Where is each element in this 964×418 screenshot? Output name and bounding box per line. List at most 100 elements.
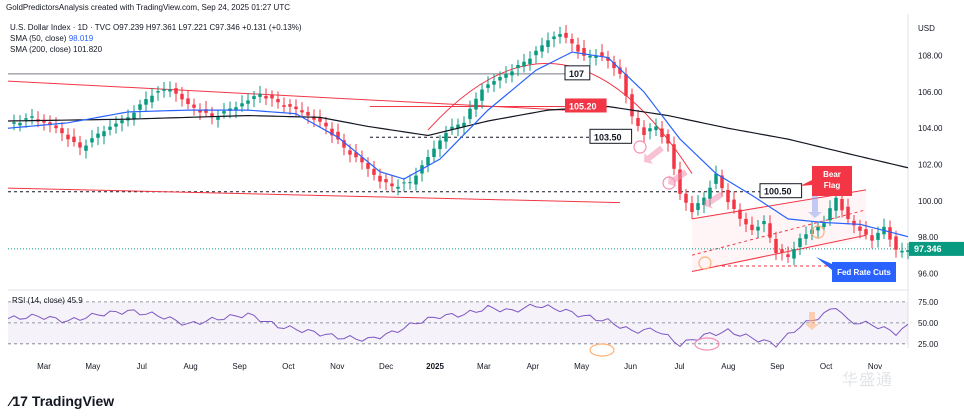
candle-body — [162, 89, 166, 91]
candle-body — [822, 223, 826, 228]
candle-body — [726, 189, 730, 203]
candle-body — [246, 100, 250, 104]
candle-body — [258, 93, 262, 97]
candle-body — [372, 168, 376, 175]
candle-body — [72, 136, 76, 143]
candle-body — [690, 203, 694, 213]
level-labels: 107 105.20 103.50 100.50 Bear Flag Fed Rate Cu… — [564, 65, 964, 330]
candle-body — [852, 220, 856, 226]
chart-grid — [8, 14, 909, 348]
candle-body — [864, 229, 868, 235]
candle-body — [264, 95, 268, 99]
candle-body — [336, 131, 340, 140]
level-107-label-box — [564, 65, 591, 81]
candle-body — [762, 221, 766, 225]
candle-body — [720, 175, 724, 189]
candle-body — [816, 226, 820, 231]
candle-body — [456, 124, 460, 129]
candle-body — [804, 234, 808, 239]
candle-body — [798, 238, 802, 248]
candle-body — [180, 93, 184, 100]
support-trendline — [7, 187, 621, 204]
candle-body — [624, 74, 628, 96]
candle-body — [306, 111, 310, 116]
candle-body — [750, 224, 754, 231]
candle-body — [318, 117, 322, 122]
time-tick-label: Aug — [184, 362, 198, 371]
candle-body — [678, 169, 682, 194]
candle-body — [744, 218, 748, 225]
candle-body — [48, 122, 52, 126]
level-107-label: 107 — [569, 69, 584, 79]
tradingview-logo-icon: ⁄17 — [10, 393, 28, 409]
candle-body — [480, 89, 484, 101]
candle-body — [702, 197, 706, 206]
candle-body — [234, 107, 238, 111]
candle-body — [366, 162, 370, 169]
last-price-tag-box — [909, 241, 964, 256]
candle-body — [408, 182, 412, 184]
rsi-tick-label: 25.00 — [918, 340, 939, 349]
highlight-circle-0 — [633, 140, 647, 154]
candle-body — [504, 74, 508, 78]
rsi-tick-label: 50.00 — [918, 319, 939, 328]
candle-body — [270, 94, 274, 99]
time-tick-label: 2025 — [426, 362, 444, 371]
price-tick-label: 96.00 — [918, 269, 939, 278]
candle-body — [360, 157, 364, 163]
candle-body — [468, 108, 472, 120]
candle-body — [450, 126, 454, 130]
sma200-line — [7, 105, 909, 169]
level-105-label-box — [565, 98, 607, 113]
sma200-legend[interactable]: SMA (200, close) 101.820 — [10, 45, 103, 54]
candle-body — [186, 98, 190, 105]
candle-body — [732, 199, 736, 209]
candle-body — [780, 249, 784, 253]
bear-flag-callout-line1: Bear — [823, 170, 841, 179]
price-tick-label: 98.00 — [918, 233, 939, 242]
fed-callout-box — [816, 257, 896, 282]
rsi-highlight-1 — [694, 337, 720, 351]
candle-body — [534, 50, 538, 56]
candle-body — [60, 128, 64, 134]
sma50-legend[interactable]: SMA (50, close) 98.019 — [10, 34, 94, 43]
time-tick-label: Jul — [137, 362, 147, 371]
price-tick-label: 108.00 — [918, 52, 943, 61]
candle-body — [342, 140, 346, 148]
price-tick-label: 102.00 — [918, 161, 943, 170]
candle-body — [714, 173, 718, 184]
candle-body — [384, 179, 388, 183]
time-tick-label: Apr — [527, 362, 540, 371]
candle-body — [444, 132, 448, 142]
candle-body — [192, 104, 196, 108]
time-tick-label: Jun — [624, 362, 637, 371]
candle-body — [636, 117, 640, 126]
candle-body — [612, 61, 616, 69]
attribution-text: GoldPredictorsAnalysis created with Trad… — [6, 3, 290, 12]
candle-body — [648, 128, 652, 132]
candle-body — [108, 126, 112, 130]
candle-body — [312, 116, 316, 120]
pink-arrow-3 — [704, 191, 724, 209]
rsi-highlight-0 — [589, 343, 615, 357]
candle-body — [102, 131, 106, 137]
candle-body — [54, 125, 58, 129]
currency-label: USD — [918, 24, 935, 33]
symbol-line[interactable]: U.S. Dollar Index · 1D · TVC O97.239 H97… — [10, 23, 302, 32]
price-tick-label: 104.00 — [918, 124, 943, 133]
candle-body — [390, 183, 394, 187]
rsi-line — [7, 303, 909, 348]
candle-body — [96, 133, 100, 138]
candle-body — [90, 138, 94, 143]
tradingview-logo[interactable]: ⁄17 TradingView — [10, 393, 114, 409]
candle-body — [84, 145, 88, 151]
candle-body — [522, 61, 526, 67]
candle-body — [666, 134, 670, 144]
candle-body — [222, 111, 226, 114]
highlight-circle-2 — [698, 256, 712, 270]
time-tick-label: Oct — [820, 362, 833, 371]
highlight-circle-1 — [662, 176, 676, 190]
time-tick-label: Sep — [232, 362, 247, 371]
time-tick-label: Jul — [674, 362, 684, 371]
